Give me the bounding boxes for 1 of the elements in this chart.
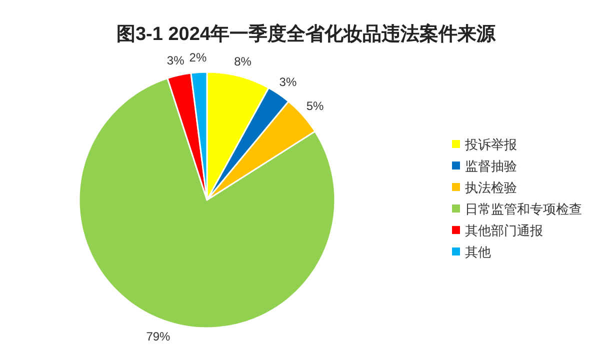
title: 图3-1 2024年一季度全省化妆品违法案件来源 [116,24,496,45]
